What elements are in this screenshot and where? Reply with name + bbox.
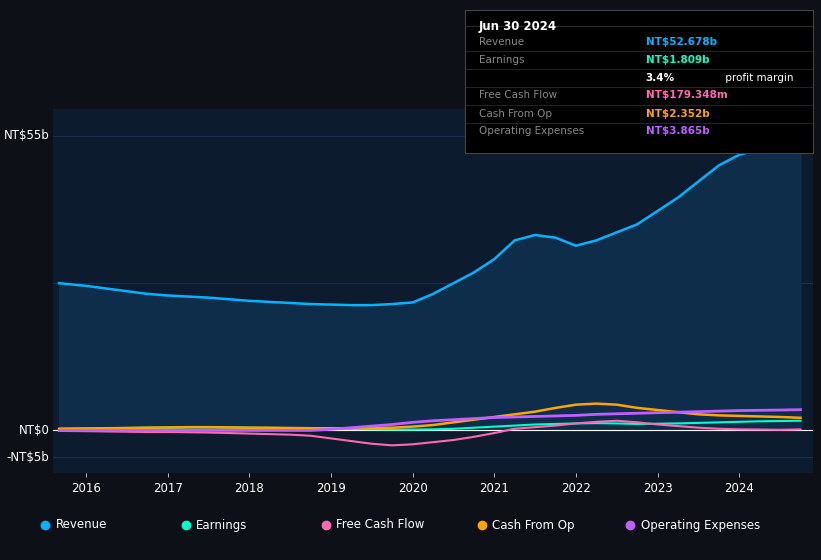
Text: Earnings: Earnings [196, 519, 247, 531]
Text: NT$0: NT$0 [19, 424, 49, 437]
Text: Cash From Op: Cash From Op [493, 519, 575, 531]
Text: NT$55b: NT$55b [4, 129, 49, 142]
Text: Operating Expenses: Operating Expenses [640, 519, 759, 531]
Text: /yr: /yr [818, 55, 821, 66]
Text: Free Cash Flow: Free Cash Flow [337, 519, 424, 531]
Text: -NT$5b: -NT$5b [7, 451, 49, 464]
Text: Operating Expenses: Operating Expenses [479, 126, 584, 136]
Text: 3.4%: 3.4% [645, 73, 675, 83]
Text: /yr: /yr [818, 126, 821, 136]
Text: Cash From Op: Cash From Op [479, 109, 552, 119]
Text: NT$3.865b: NT$3.865b [645, 126, 709, 136]
Text: Jun 30 2024: Jun 30 2024 [479, 20, 557, 33]
Text: NT$52.678b: NT$52.678b [645, 38, 717, 48]
Text: NT$179.348m: NT$179.348m [645, 90, 727, 100]
Text: Free Cash Flow: Free Cash Flow [479, 90, 557, 100]
Text: Earnings: Earnings [479, 55, 524, 66]
Text: NT$1.809b: NT$1.809b [645, 55, 709, 66]
Text: /yr: /yr [818, 109, 821, 119]
Text: Revenue: Revenue [479, 38, 524, 48]
Text: Revenue: Revenue [56, 519, 107, 531]
Text: profit margin: profit margin [722, 73, 794, 83]
Text: NT$2.352b: NT$2.352b [645, 109, 709, 119]
